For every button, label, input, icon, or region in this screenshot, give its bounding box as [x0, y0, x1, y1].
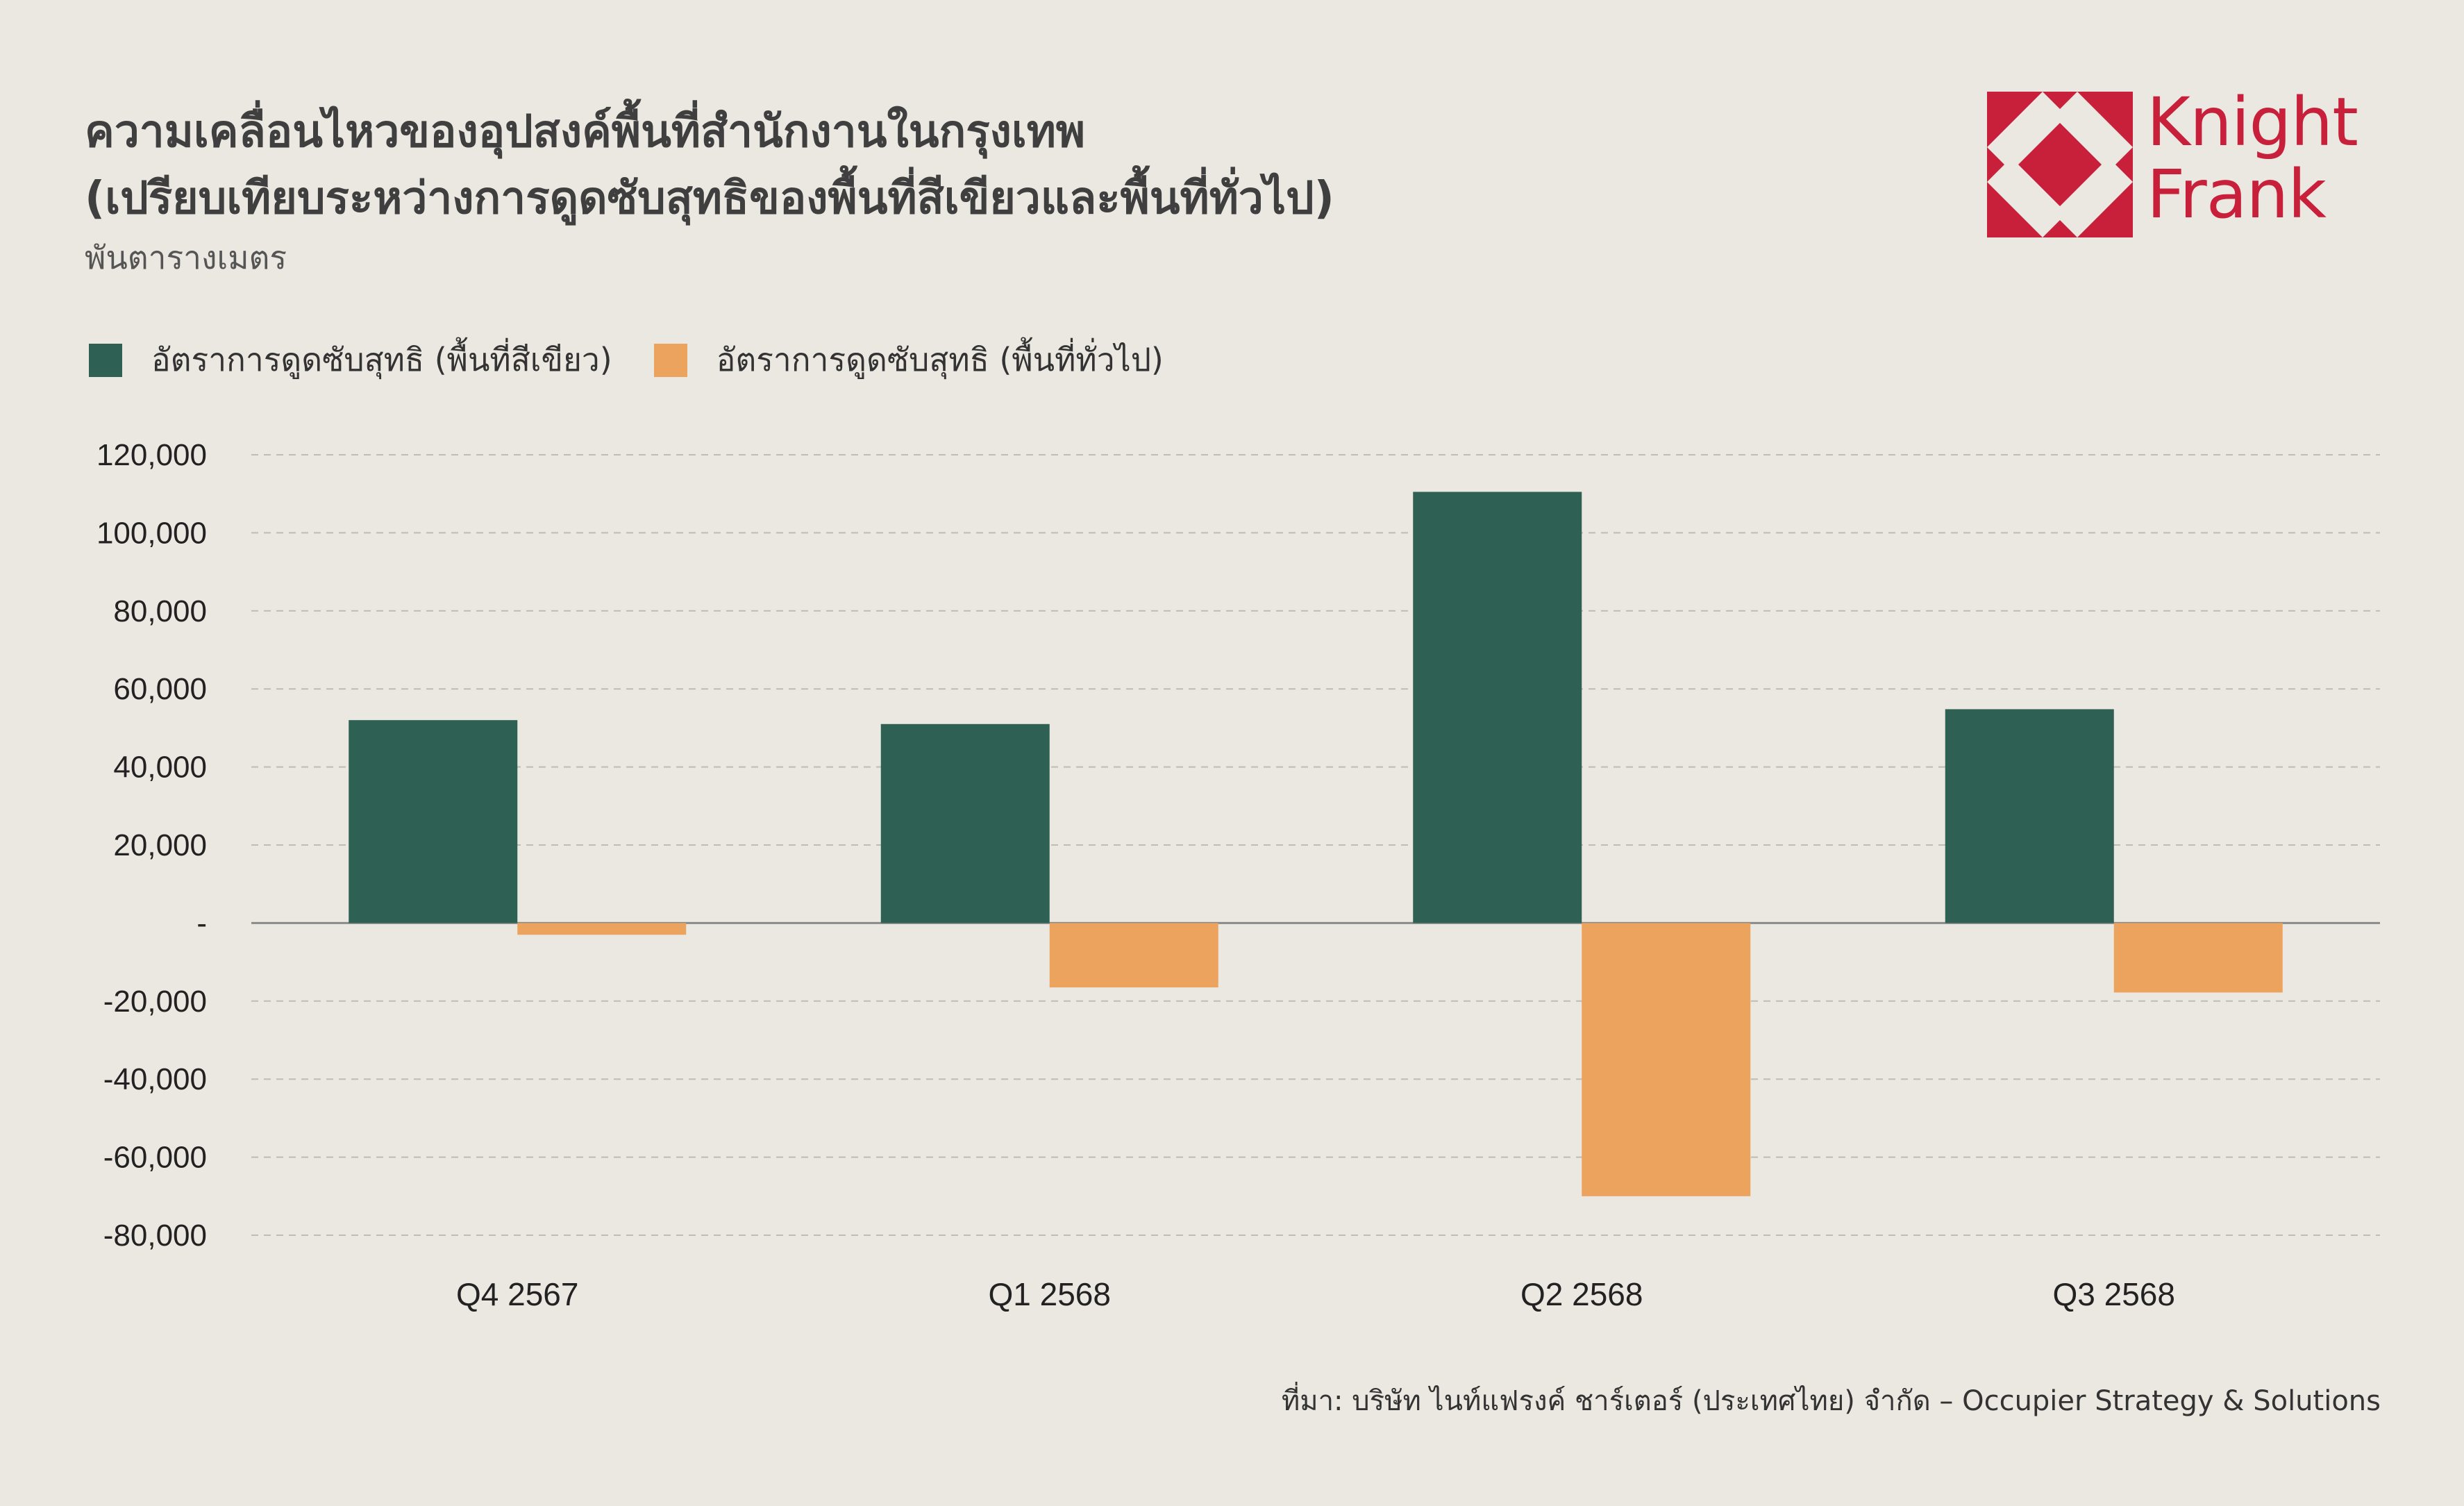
source-note: ที่มา: บริษัท ไนท์แฟรงค์ ชาร์เตอร์ (ประเ… — [1281, 1385, 2381, 1417]
logo-word-frank: Frank — [2147, 156, 2327, 233]
legend-item-general: อัตราการดูดซับสุทธิ (พื้นที่ทั่วไป) — [653, 335, 1164, 385]
chart-legend: อัตราการดูดซับสุทธิ (พื้นที่สีเขียว) อัต… — [89, 335, 1205, 385]
legend-item-green: อัตราการดูดซับสุทธิ (พื้นที่สีเขียว) — [89, 335, 612, 385]
bar-chart: 120,000 100,000 80,000 60,000 40,000 20,000 - -… — [97, 438, 2380, 1312]
y-tick-label: 20,000 — [113, 828, 207, 862]
bar-general-area — [2113, 923, 2283, 993]
y-tick-label: 100,000 — [97, 516, 207, 550]
bar-green-area — [880, 723, 1050, 923]
y-tick-label: -80,000 — [103, 1219, 207, 1253]
x-tick-label: Q4 2567 — [456, 1276, 578, 1312]
bar-green-area — [349, 720, 518, 923]
x-tick-label: Q3 2568 — [2053, 1276, 2175, 1312]
legend-label-green: อัตราการดูดซับสุทธิ (พื้นที่สีเขียว) — [151, 341, 612, 378]
chart-title-line-2: (เปรียบเทียบระหว่างการดูดซับสุทธิของพื้น… — [85, 173, 1334, 224]
logo-word-knight: Knight — [2147, 83, 2358, 161]
x-tick-label: Q1 2568 — [989, 1276, 1111, 1312]
y-tick-label: 80,000 — [113, 594, 207, 628]
logo-wordmark: Knight Frank — [2147, 86, 2358, 231]
bar-general-area — [1049, 923, 1218, 988]
y-tick-label: -60,000 — [103, 1141, 207, 1175]
bar-green-area — [1413, 492, 1582, 923]
legend-swatch-general — [653, 343, 687, 377]
chart-title: ความเคลื่อนไหวของอุปสงค์พื้นที่สำนักงานใ… — [85, 99, 1334, 232]
bar-general-area — [517, 923, 687, 935]
x-tick-label: Q2 2568 — [1520, 1276, 1643, 1312]
y-tick-label: 60,000 — [113, 672, 207, 706]
unit-label: พันตารางเมตร — [85, 239, 287, 276]
y-tick-label: 120,000 — [97, 438, 207, 472]
y-tick-label: -20,000 — [103, 985, 207, 1019]
bar-green-area — [1945, 709, 2114, 923]
knight-frank-logo-mark-icon — [1987, 92, 2133, 237]
chart-title-line-1: ความเคลื่อนไหวของอุปสงค์พื้นที่สำนักงานใ… — [85, 106, 1086, 158]
y-tick-label: - — [196, 906, 207, 940]
bar-general-area — [1582, 923, 1751, 1196]
y-tick-label: -40,000 — [103, 1062, 207, 1096]
knight-frank-logo: Knight Frank — [1987, 86, 2383, 237]
legend-swatch-green — [89, 343, 122, 377]
y-tick-label: 40,000 — [113, 751, 207, 785]
legend-label-general: อัตราการดูดซับสุทธิ (พื้นที่ทั่วไป) — [716, 341, 1164, 378]
